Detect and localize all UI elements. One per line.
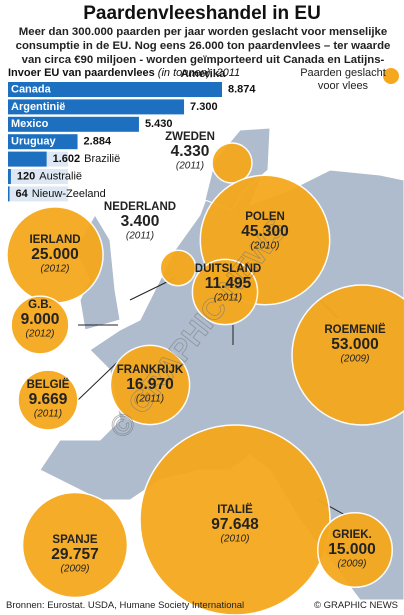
- bubble-year: (2010): [251, 241, 280, 252]
- bubble: [191, 258, 259, 326]
- bubble-year: (2012): [41, 264, 70, 275]
- bubble-value: 4.330: [171, 143, 210, 160]
- bubble-name: POLEN: [245, 211, 285, 223]
- bar-category: Brazilië: [84, 153, 120, 165]
- legend: Paarden geslacht voor vlees: [300, 67, 386, 92]
- bubble: [10, 295, 70, 355]
- bubble-value: 11.495: [205, 275, 252, 292]
- bar-bg: [8, 169, 68, 184]
- bubble-year: (2011): [34, 409, 62, 420]
- bubble-name: GRIEK.: [332, 529, 372, 541]
- bar-category: Mexico: [11, 118, 49, 130]
- bubble-name: ITALIË: [217, 503, 253, 516]
- credit: © GRAPHIC NEWS: [313, 600, 398, 611]
- bubble-name: IERLAND: [29, 234, 80, 246]
- bubble-name: ZWEDEN: [165, 131, 215, 143]
- bubble-year: (2009): [338, 559, 367, 570]
- bubble: [17, 369, 79, 431]
- bubble-value: 97.648: [211, 516, 259, 533]
- bubble-year: (2011): [214, 293, 242, 304]
- bubble-value: 9.000: [21, 311, 60, 328]
- bubble-name: FRANKRIJK: [117, 364, 184, 376]
- bar: [8, 169, 11, 184]
- bubble: [317, 512, 393, 588]
- bar-value: 5.430: [145, 118, 173, 130]
- bar-value: 8.874: [228, 83, 256, 95]
- bar: [8, 99, 185, 115]
- bubble: [211, 142, 253, 184]
- bubble-name: BELGIË: [27, 378, 70, 391]
- bubble-value: 9.669: [29, 391, 68, 408]
- bar-category: Australië: [39, 170, 82, 182]
- bar-category: Canada: [11, 83, 52, 95]
- bar-value: 2.884: [84, 136, 112, 148]
- bubble-name: SPANJE: [52, 534, 97, 546]
- bar: [8, 134, 78, 150]
- bar-chart-title: Invoer EU van paardenvlees (in tonnen), …: [8, 67, 240, 79]
- bar-bg: [8, 186, 68, 202]
- bar-category: Argentinië: [11, 101, 65, 113]
- bar-value: 7.300: [190, 101, 218, 113]
- bubble-name: NEDERLAND: [104, 201, 176, 213]
- bubble: [159, 249, 197, 287]
- bubble-value: 15.000: [328, 541, 375, 558]
- bubble-year: (2009): [341, 354, 370, 365]
- bar: [8, 82, 222, 97]
- bubble-year: (2011): [176, 161, 204, 172]
- bubble-value: 3.400: [121, 213, 160, 230]
- bubble-year: (2010): [221, 534, 250, 545]
- bar: [8, 116, 139, 132]
- bubble: [109, 344, 191, 426]
- bubble-name: DUITSLAND: [195, 263, 261, 275]
- bar-category: Nieuw-Zeeland: [32, 188, 106, 200]
- bubble: [139, 424, 331, 615]
- legend-swatch: [383, 68, 399, 84]
- bubble-year: (2012): [26, 329, 55, 340]
- bubble-value: 45.300: [241, 223, 288, 240]
- bar-category: Uruguay: [11, 136, 57, 148]
- bubble-value: 53.000: [331, 336, 378, 353]
- bubble-year: (2009): [61, 564, 90, 575]
- title: Paardenvleeshandel in EU: [83, 3, 321, 24]
- bar: [8, 186, 10, 202]
- subtitle: Meer dan 300.000 paarden per jaar worden…: [15, 26, 391, 80]
- bar-value: 120: [17, 170, 35, 182]
- bubble-name: ROEMENIË: [324, 323, 386, 336]
- source: Bronnen: Eurostat. USDA, Humane Society …: [6, 600, 245, 611]
- bar-subtitle: (in tonnen), 2011: [157, 67, 241, 79]
- bar-value: 1.602: [53, 153, 81, 165]
- bubble: [291, 284, 404, 426]
- bubble-name: G.B.: [28, 299, 52, 311]
- bar-title: Invoer EU van paardenvlees: [8, 67, 155, 79]
- bubble-value: 16.970: [126, 376, 173, 393]
- bubble-value: 29.757: [51, 546, 98, 563]
- bubble: [21, 491, 129, 599]
- bar-value: 64: [16, 188, 29, 200]
- bubble-value: 25.000: [31, 246, 78, 263]
- bubble-year: (2011): [136, 394, 164, 405]
- bubble-year: (2011): [126, 231, 154, 242]
- bar: [8, 151, 47, 167]
